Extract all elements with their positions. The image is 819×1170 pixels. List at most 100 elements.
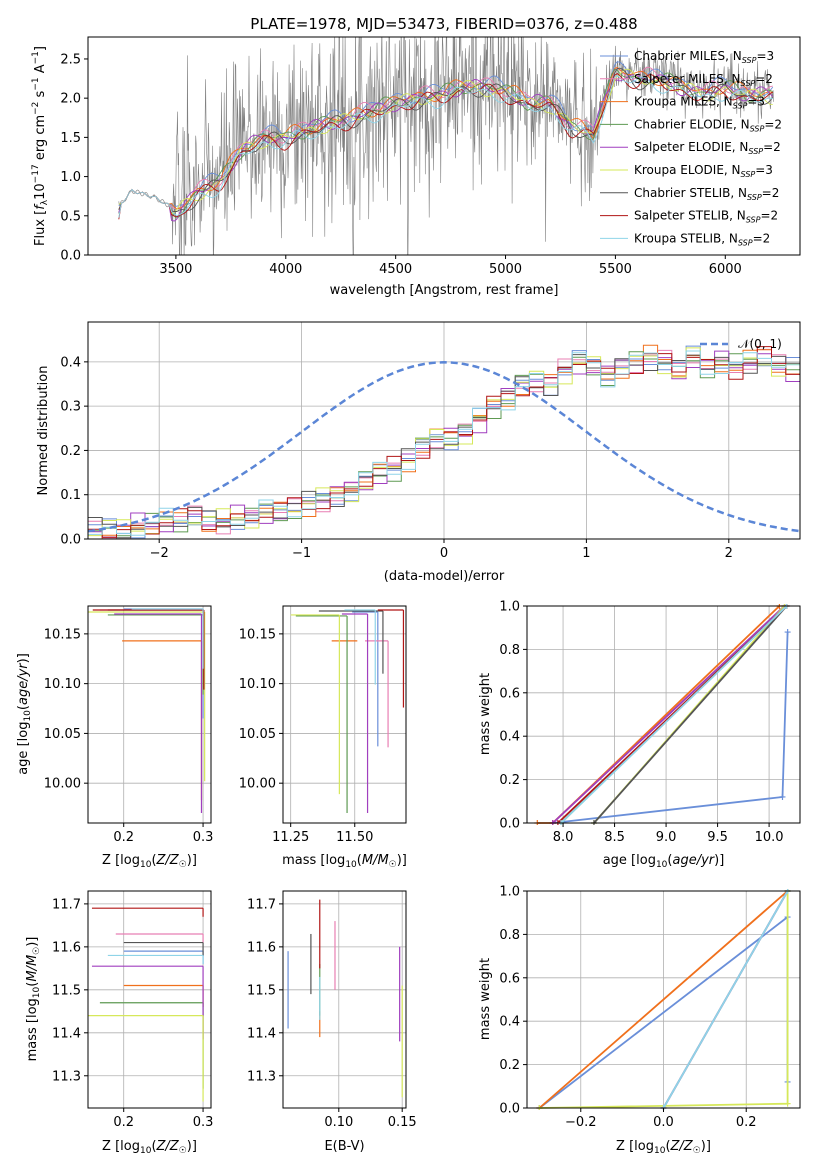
- mass-z-ytick-label: 11.6: [52, 940, 81, 955]
- residuals-xtick-label: 1: [582, 546, 590, 561]
- age-mass-xtick-label: 11.50: [336, 830, 373, 845]
- spectrum-x-ticks: 3500 4000 4500 5000 5500 6000: [159, 255, 742, 277]
- residuals-legend: 𝒩(0, 1): [700, 337, 782, 351]
- age-vs-mass-panel: 11.25 11.50 10.00 10.05 10.10 10.15 mass [log1…: [239, 605, 407, 870]
- spectrum-ylabel: Flux [fλ10−17 erg cm−2 s−1 A−1]: [31, 46, 50, 246]
- mass-z-ytick-label: 11.7: [52, 897, 81, 912]
- spectrum-ytick-label: 0.5: [60, 209, 81, 224]
- residuals-frame: [87, 321, 801, 540]
- mass-ebv-xtick-label: 0.15: [388, 1115, 417, 1130]
- mass-z-xlabel: Z [log10(Z/Z☉)]: [102, 1139, 197, 1156]
- age-mass-xtick-label: 11.25: [272, 830, 309, 845]
- age-z-ticks: 0.2 0.3 10.00 10.05 10.10 10.15: [44, 627, 214, 845]
- mw-age-marks: [534, 604, 791, 825]
- mass-weight-vs-metallicity-panel: −0.2 0.0 0.2 0.0 0.2 0.4 0.6 0.8 1.0 Z [log10(Z/Z…: [478, 885, 801, 1156]
- mw-z-ytick-label: 0.8: [499, 928, 520, 943]
- mass-z-ytick-label: 11.4: [52, 1026, 81, 1041]
- mw-z-xtick-label: 0.2: [736, 1115, 757, 1130]
- residuals-ytick-label: 0.3: [60, 400, 81, 415]
- mass-ebv-xtick-label: 0.10: [324, 1115, 353, 1130]
- age-mass-grid: [283, 606, 406, 823]
- mw-age-xlabel: age [log10(age/yr)]: [603, 853, 725, 870]
- model-fit-line: [118, 74, 773, 218]
- legend-label: Chabrier ELODIE, NSSP=2: [634, 117, 782, 133]
- residuals-xtick-label: −2: [150, 546, 169, 561]
- legend-label: Salpeter STELIB, NSSP=2: [634, 209, 778, 225]
- mw-age-ytick-label: 0.0: [499, 817, 520, 832]
- age-z-xtick-label: 0.3: [193, 830, 214, 845]
- spectrum-xlabel: wavelength [Angstrom, rest frame]: [330, 283, 559, 298]
- legend-label: Chabrier MILES, NSSP=3: [634, 49, 774, 65]
- model-fit-line: [118, 74, 774, 222]
- spectrum-y-ticks: 0.0 0.5 1.0 1.5 2.0 2.5: [60, 52, 88, 264]
- mw-z-ytick-label: 1.0: [499, 885, 520, 900]
- mass-ebv-grid: [283, 891, 406, 1108]
- mass-weight-line: [538, 890, 789, 1109]
- age-mass-ticks: 11.25 11.50 10.00 10.05 10.10 10.15: [239, 627, 374, 845]
- age-z-ytick-label: 10.00: [44, 777, 81, 792]
- mass-z-xtick-label: 0.2: [113, 1115, 134, 1130]
- mw-z-ytick-label: 0.4: [499, 1015, 520, 1030]
- model-fit-line: [118, 67, 774, 212]
- mass-z-ytick-label: 11.3: [52, 1069, 81, 1084]
- mw-age-xtick-label: 8.0: [553, 830, 574, 845]
- mass-ebv-ticks: 0.10 0.15 11.3 11.4 11.5 11.6 11.7: [247, 897, 417, 1130]
- mass-ebv-ytick-label: 11.5: [247, 983, 276, 998]
- age-z-grid: [88, 606, 211, 823]
- age-z-ylabel: age [log10(age/yr)]: [16, 653, 33, 775]
- model-fit-line: [118, 72, 774, 220]
- normal-distribution-curve: [87, 361, 801, 533]
- mass-weight-line: [537, 605, 781, 824]
- mw-age-ticks: 8.0 8.5 9.0 9.5 10.0 0.0 0.2 0.4 0.6 0.8 1.0: [499, 600, 783, 846]
- residuals-xtick-label: −1: [292, 546, 311, 561]
- legend-label: Kroupa MILES, NSSP=3: [634, 95, 765, 111]
- spectrum-ytick-label: 2.5: [60, 52, 81, 67]
- age-z-frame: [87, 605, 212, 824]
- residual-histogram-line: [88, 347, 800, 537]
- residuals-xtick-label: 2: [725, 546, 733, 561]
- age-z-xlabel: Z [log10(Z/Z☉)]: [102, 853, 197, 870]
- spectrum-ytick-label: 0.0: [60, 249, 81, 264]
- residual-histogram-line: [88, 348, 800, 539]
- age-vs-metallicity-panel: 0.2 0.3 10.00 10.05 10.10 10.15 Z [log10(Z/Z☉)…: [16, 605, 214, 870]
- residuals-ylabel: Normed distribution: [36, 366, 51, 496]
- mass-z-grid: [88, 891, 211, 1108]
- model-fit-line: [118, 66, 773, 210]
- mw-age-ytick-label: 0.4: [499, 730, 520, 745]
- age-mass-xlabel: mass [log10(M/M☉)]: [282, 853, 407, 870]
- spectrum-xtick-label: 5000: [489, 262, 522, 277]
- age-z-ytick-label: 10.05: [44, 727, 81, 742]
- mw-age-ytick-label: 0.2: [499, 773, 520, 788]
- residuals-ytick-label: 0.0: [60, 533, 81, 548]
- mass-weight-line: [593, 605, 788, 824]
- residuals-panel: −2 −1 0 1 2 0.0 0.1 0.2 0.3 0.4 (data-model)/err…: [36, 321, 801, 584]
- mw-z-ytick-label: 0.0: [499, 1102, 520, 1117]
- residuals-ytick-label: 0.1: [60, 488, 81, 503]
- residuals-x-ticks: −2 −1 0 1 2: [150, 539, 733, 561]
- residual-histogram-line: [88, 350, 800, 536]
- mass-weight-vs-age-panel: 8.0 8.5 9.0 9.5 10.0 0.0 0.2 0.4 0.6 0.8 1.0 age [l…: [478, 600, 801, 870]
- mw-z-frame: [526, 890, 801, 1109]
- residuals-histograms: [88, 344, 800, 539]
- mass-z-marks: [88, 907, 204, 1102]
- spectrum-xtick-label: 4000: [269, 262, 302, 277]
- mw-z-ytick-label: 0.6: [499, 971, 520, 986]
- spectrum-legend: Chabrier MILES, NSSP=3 Salpeter MILES, NS…: [600, 49, 782, 247]
- mass-weight-line: [560, 605, 788, 824]
- legend-label: Kroupa STELIB, NSSP=2: [634, 231, 770, 247]
- mw-age-ytick-label: 1.0: [499, 600, 520, 615]
- spectrum-xtick-label: 6000: [709, 262, 742, 277]
- mass-weight-marker: [784, 1100, 791, 1107]
- mass-ebv-ytick-label: 11.7: [247, 897, 276, 912]
- mass-weight-marker: [784, 629, 791, 636]
- age-mass-ytick-label: 10.10: [239, 677, 276, 692]
- mw-age-ytick-label: 0.8: [499, 643, 520, 658]
- mass-ebv-marks: [287, 899, 403, 1098]
- mass-weight-marker: [779, 793, 786, 800]
- mw-age-ylabel: mass weight: [478, 673, 493, 755]
- mw-age-xtick-label: 9.0: [656, 830, 677, 845]
- mass-ebv-frame: [282, 890, 407, 1109]
- residuals-xtick-label: 0: [440, 546, 448, 561]
- mw-z-xlabel: Z [log10(Z/Z☉)]: [616, 1139, 711, 1156]
